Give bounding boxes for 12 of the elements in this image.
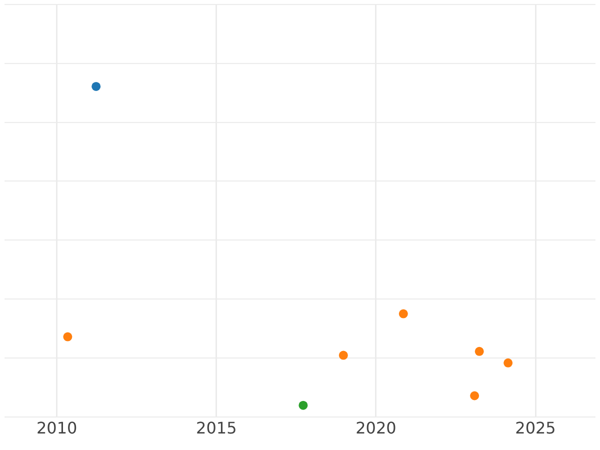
- point: [92, 82, 101, 91]
- x-tick-label: 2025: [515, 418, 556, 438]
- x-tick-label: 2010: [36, 418, 78, 438]
- point: [63, 332, 72, 342]
- point: [474, 346, 484, 356]
- point: [398, 309, 408, 318]
- x-tick-label: 2015: [196, 418, 237, 438]
- point: [338, 350, 348, 360]
- x-tick-label: 2020: [356, 418, 396, 438]
- point: [470, 391, 480, 400]
- point: [298, 400, 308, 410]
- point: [504, 358, 513, 368]
